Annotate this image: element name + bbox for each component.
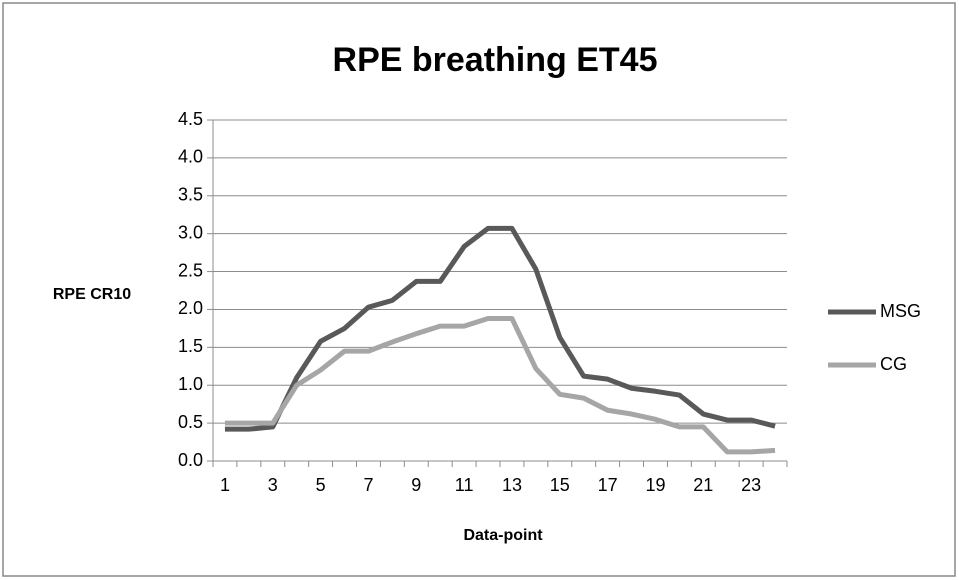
y-tick-label: 1.5 (178, 336, 203, 356)
y-tick-label: 2.5 (178, 260, 203, 280)
y-axis-label: RPE CR10 (53, 286, 131, 303)
x-tick-label: 3 (268, 475, 278, 495)
x-axis-label: Data-point (463, 527, 543, 544)
y-tick-label: 4.5 (178, 109, 203, 129)
x-tick-label: 11 (455, 475, 474, 495)
y-tick-label: 1.0 (178, 374, 203, 394)
series-line (224, 225, 776, 432)
chart-title: RPE breathing ET45 (333, 41, 658, 79)
x-tick-label: 5 (316, 475, 326, 495)
legend-label: MSG (880, 301, 921, 321)
x-tick-label: 17 (598, 475, 618, 495)
x-tick-label: 9 (411, 475, 421, 495)
y-tick-label: 3.0 (178, 222, 203, 242)
x-tick-label: 7 (363, 475, 373, 495)
y-tick-label: 4.0 (178, 147, 203, 167)
x-tick-label: 23 (741, 475, 761, 495)
y-tick-label: 2.0 (178, 298, 203, 318)
x-tick-label: 13 (502, 475, 522, 495)
series-line (224, 316, 776, 455)
y-tick-label: 3.5 (178, 185, 203, 205)
y-tick-label: 0.0 (178, 450, 203, 470)
x-tick-label: 15 (550, 475, 570, 495)
x-tick-label: 1 (220, 475, 230, 495)
y-tick-label: 0.5 (178, 412, 203, 432)
legend-label: CG (880, 354, 907, 374)
x-tick-label: 19 (645, 475, 665, 495)
x-tick-label: 21 (693, 475, 713, 495)
